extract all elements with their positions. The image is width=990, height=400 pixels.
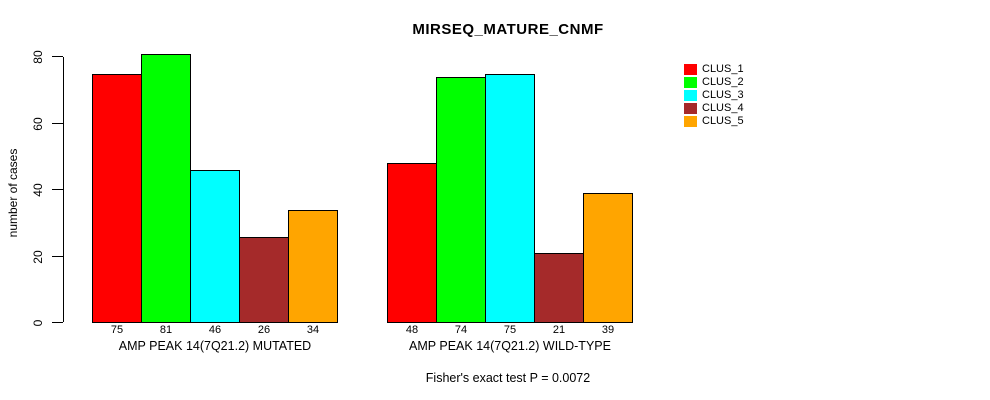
legend-swatch-clus_4 xyxy=(684,103,697,114)
legend-label-clus_3: CLUS_3 xyxy=(702,89,744,101)
legend-swatch-clus_3 xyxy=(684,90,697,101)
bar-value-label: 75 xyxy=(503,324,517,336)
bar-value-label: 46 xyxy=(208,324,222,336)
bar-clus_1-group2 xyxy=(387,163,437,323)
legend-label-clus_2: CLUS_2 xyxy=(702,76,744,88)
bar-value-label: 39 xyxy=(601,324,615,336)
bar-clus_3-group2 xyxy=(485,74,535,323)
group-label: AMP PEAK 14(7Q21.2) WILD-TYPE xyxy=(409,339,611,353)
bar-value-label: 21 xyxy=(552,324,566,336)
chart-title: MIRSEQ_MATURE_CNMF xyxy=(412,21,604,38)
bar-value-label: 26 xyxy=(257,324,271,336)
y-axis-line xyxy=(63,57,64,322)
bar-value-label: 75 xyxy=(110,324,124,336)
bar-clus_4-group2 xyxy=(534,253,584,323)
fisher-test-caption: Fisher's exact test P = 0.0072 xyxy=(425,371,591,385)
legend-swatch-clus_2 xyxy=(684,77,697,88)
y-axis-tick xyxy=(52,123,63,124)
legend-label-clus_1: CLUS_1 xyxy=(702,63,744,75)
bar-value-label: 81 xyxy=(159,324,173,336)
bar-value-label: 48 xyxy=(405,324,419,336)
y-axis-tick xyxy=(52,56,63,57)
legend-swatch-clus_1 xyxy=(684,64,697,75)
y-axis-tick xyxy=(52,189,63,190)
bar-value-label: 34 xyxy=(306,324,320,336)
bar-clus_2-group2 xyxy=(436,77,486,323)
group-label: AMP PEAK 14(7Q21.2) MUTATED xyxy=(118,339,312,353)
legend-label-clus_5: CLUS_5 xyxy=(702,115,744,127)
legend-swatch-clus_5 xyxy=(684,116,697,127)
bar-clus_5-group2 xyxy=(583,193,633,323)
y-axis-tick xyxy=(52,322,63,323)
legend-label-clus_4: CLUS_4 xyxy=(702,102,744,114)
bar-clus_4-group1 xyxy=(239,237,289,323)
y-axis-tick xyxy=(52,256,63,257)
bar-value-label: 74 xyxy=(454,324,468,336)
bar-clus_2-group1 xyxy=(141,54,191,323)
bar-clus_5-group1 xyxy=(288,210,338,323)
bar-clus_1-group1 xyxy=(92,74,142,323)
